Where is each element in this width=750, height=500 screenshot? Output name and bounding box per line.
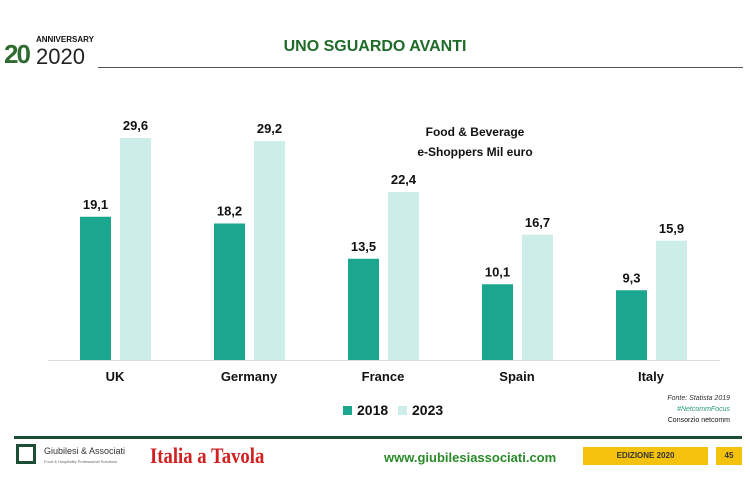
bar-chart: 19,1 29,6 UK 18,2 29,2 Germany 13,5 22,4 France 1… — [48, 118, 720, 384]
data-label: 9,3 — [622, 270, 640, 285]
bar-2018-germany — [214, 223, 245, 360]
chart-title-line: Food & Beverage — [425, 125, 525, 139]
giubilesi-logo-icon — [16, 444, 36, 464]
hashtag: #NetcommFocus — [677, 406, 730, 413]
data-label: 29,6 — [123, 118, 148, 133]
anniversary-logo-label: ANNIVERSARY — [36, 35, 94, 44]
italia-a-tavola-logo: Italia a Tavola — [150, 443, 265, 468]
bar-2023-italy — [656, 240, 687, 360]
header-divider — [98, 67, 743, 68]
chart-subtitle: e-Shoppers Mil euro — [417, 145, 533, 159]
source-line: Fonte: Statista 2019 — [667, 395, 730, 402]
anniversary-logo-year: 2020 — [36, 44, 85, 69]
website-link[interactable]: www.giubilesiassociati.com — [384, 450, 557, 465]
legend-label: 2023 — [412, 402, 444, 418]
bar-2023-spain — [522, 234, 553, 360]
bar-2018-italy — [616, 290, 647, 360]
company-tagline: Food & Hospitality Professional Solution… — [44, 459, 118, 464]
legend-swatch — [343, 406, 352, 415]
data-label: 13,5 — [351, 239, 376, 254]
legend-label: 2018 — [357, 402, 389, 418]
category-label-italy: Italy — [638, 369, 665, 384]
data-label: 18,2 — [217, 204, 242, 219]
category-label-spain: Spain — [499, 369, 534, 384]
footer-divider — [14, 436, 742, 439]
source-org: Consorzio netcomm — [667, 417, 730, 424]
company-name: Giubilesi & Associati — [44, 446, 126, 456]
bar-2018-spain — [482, 284, 513, 360]
chart-title: Food & Beverage e-Shoppers Mil euro — [390, 122, 560, 162]
data-label: 10,1 — [485, 264, 510, 279]
anniversary-logo-20: 20 — [4, 39, 31, 69]
category-label-germany: Germany — [221, 369, 278, 384]
category-label-uk: UK — [106, 369, 125, 384]
source-note: Fonte: Statista 2019 #NetcommFocus Conso… — [667, 393, 730, 426]
legend-swatch — [398, 406, 407, 415]
bar-2023-france — [388, 192, 419, 360]
legend-item-2023: 2023 — [398, 402, 443, 418]
data-label: 16,7 — [525, 215, 550, 230]
category-label-france: France — [362, 369, 405, 384]
bar-2018-france — [348, 258, 379, 360]
bar-2023-uk — [120, 138, 151, 360]
bar-2018-uk — [80, 216, 111, 360]
legend-item-2018: 2018 — [343, 402, 388, 418]
data-label: 19,1 — [83, 197, 108, 212]
bar-2023-germany — [254, 141, 285, 360]
edition-badge: EDIZIONE 2020 — [583, 447, 708, 465]
data-label: 29,2 — [257, 121, 282, 136]
data-label: 22,4 — [391, 172, 417, 187]
page-title: UNO SGUARDO AVANTI — [283, 38, 467, 55]
data-label: 15,9 — [659, 221, 684, 236]
page-number: 45 — [716, 447, 742, 465]
